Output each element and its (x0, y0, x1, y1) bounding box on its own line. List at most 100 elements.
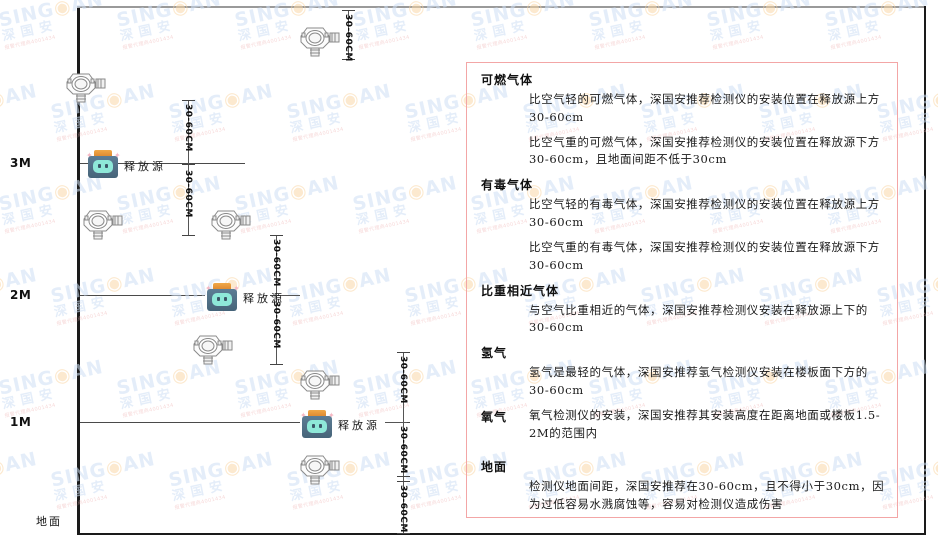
dimension-label: 30-60CM (183, 104, 193, 152)
dimension-label: 30-60CM (271, 301, 281, 349)
watermark-red: 报警代理商4001434 (0, 482, 49, 511)
release-source-icon: ✦ ✦ (205, 281, 240, 311)
release-source-label: 释放源 (124, 160, 166, 173)
watermark-brand: SING◉AN (704, 0, 814, 32)
release-source-label: 释放源 (243, 292, 285, 305)
frame-left-wall (77, 6, 80, 535)
gas-detector-icon (297, 450, 343, 486)
watermark-red: 报警代理商4001434 (122, 402, 175, 420)
panel-paragraph: 氧气检测仪的安装，深国安推荐其安装高度在距离地面或楼板1.5-2M的范围内 (529, 407, 881, 440)
watermark-brand: SING◉AN (468, 0, 578, 32)
panel-paragraph: 比空气重的有毒气体，深国安推荐检测仪的安装位置在释放源下方30-60cm (529, 239, 880, 272)
level-label-2m: 2M (10, 288, 32, 302)
gas-detector-icon (80, 205, 126, 241)
level-line-2m (80, 295, 205, 296)
watermark-brand: SING◉AN (166, 447, 276, 492)
watermark-red: 报警代理商4001434 (712, 34, 765, 52)
panel-paragraph: 氢气是最轻的气体，深国安推荐氢气检测仪安装在楼板面下方的30-60cm (529, 365, 868, 397)
upper-dimension-line: 30-60CM 30-60CM (180, 100, 220, 236)
watermark-red: 报警代理商4001434 (56, 494, 109, 512)
watermark-brand: SING◉AN (0, 355, 106, 400)
watermark-red: 报警代理商4001434 (594, 34, 647, 52)
watermark-cn: 深国安 (354, 201, 414, 229)
panel-section-title: 氢气 (481, 346, 508, 361)
gas-detector-icon (190, 330, 236, 366)
watermark-brand: SING◉AN (0, 0, 106, 32)
frame-ceiling (77, 6, 926, 8)
watermark-cn: 深国安 (170, 477, 230, 505)
panel-section-flammable: 可燃气体比空气轻的可燃气体，深国安推荐检测仪的安装位置在释放源上方30-60cm… (481, 71, 885, 169)
dimension-label: 30-60CM (183, 170, 193, 218)
panel-paragraph: 比空气轻的有毒气体，深国安推荐检测仪的安装位置在释放源上方30-60cm (529, 197, 880, 230)
watermark-cn: 深国安 (826, 17, 886, 45)
watermark-cn: 深国安 (590, 17, 650, 45)
watermark-brand: SING◉AN (586, 0, 696, 32)
gas-detector-icon (297, 22, 343, 58)
dimension-label: 30-60CM (398, 356, 408, 404)
panel-section-body: 氧气检测仪的安装，深国安推荐其安装高度在距离地面或楼板1.5-2M的范围内 (529, 407, 885, 443)
watermark-red: 报警代理商4001434 (292, 494, 345, 512)
watermark-cn: 深国安 (0, 385, 60, 413)
watermark-cn: 深国安 (0, 17, 60, 45)
top-dimension-line: 30-60CM (340, 10, 380, 62)
level-label-1m: 1M (10, 415, 32, 429)
dimension-label: 30-60CM (271, 239, 281, 287)
leader-line-2m (276, 295, 300, 296)
watermark-red: 报警代理商4001434 (0, 298, 49, 327)
watermark-red: 报警代理商4001434 (476, 34, 529, 52)
guidance-panel: 可燃气体比空气轻的可燃气体，深国安推荐检测仪的安装位置在释放源上方30-60cm… (466, 62, 898, 518)
panel-section-toxic: 有毒气体比空气轻的有毒气体，深国安推荐检测仪的安装位置在释放源上方30-60cm… (481, 176, 885, 274)
watermark-cn: 深国安 (472, 17, 532, 45)
panel-paragraph: 比空气轻的可燃气体，深国安推荐检测仪的安装位置在释放源上方30-60cm (529, 92, 880, 124)
gas-detector-icon (208, 205, 254, 241)
watermark-red: 报警代理商4001434 (0, 114, 49, 143)
release-source-icon: ✦ ✦ (86, 148, 121, 178)
watermark-cn: 深国安 (0, 467, 48, 505)
panel-paragraph: 比空气重的可燃气体，深国安推荐检测仪的安装位置在释放源下方30-60cm，且地面… (529, 134, 880, 167)
frame-ground (77, 533, 926, 535)
panel-section-title: 地面 (481, 460, 508, 475)
watermark-red: 报警代理商4001434 (122, 34, 175, 52)
watermark-cn: 深国安 (52, 109, 112, 137)
watermark-brand: SING◉AN (350, 171, 460, 216)
watermark-red: 报警代理商4001434 (4, 34, 57, 52)
watermark-cn: 深国安 (0, 99, 48, 137)
watermark-cn: 深国安 (708, 17, 768, 45)
panel-section-similar-density: 比重相近气体 与空气比重相近的气体，深国安推荐检测仪安装在释放源上下的30-60c… (481, 282, 885, 338)
frame-right-wall (924, 6, 926, 535)
dimension-label: 30-60CM (398, 426, 408, 474)
watermark-brand: SING◉AN (0, 79, 40, 112)
watermark-red: 报警代理商4001434 (56, 310, 109, 328)
watermark-cn: 深国安 (118, 17, 178, 45)
panel-section-hydrogen: 氢气氢气是最轻的气体，深国安推荐氢气检测仪安装在楼板面下方的30-60cm (481, 344, 885, 400)
watermark-red: 报警代理商4001434 (240, 218, 293, 236)
panel-section-title: 可燃气体 (481, 73, 534, 87)
dimension-label: 30-60CM (343, 14, 353, 62)
watermark-brand: SING◉AN (284, 79, 394, 124)
release-source-label: 释放源 (338, 419, 380, 432)
level-label-3m: 3M (10, 156, 32, 170)
watermark-red: 报警代理商4001434 (292, 126, 345, 144)
watermark-red: 报警代理商4001434 (56, 126, 109, 144)
panel-section-oxygen: 氧气 氧气检测仪的安装，深国安推荐其安装高度在距离地面或楼板1.5-2M的范围内 (481, 407, 885, 443)
panel-paragraph: 与空气比重相近的气体，深国安推荐检测仪安装在释放源上下的30-60cm (529, 302, 868, 335)
watermark-red: 报警代理商4001434 (174, 494, 227, 512)
panel-section-title: 有毒气体 (481, 178, 534, 193)
watermark-cn: 深国安 (52, 293, 112, 321)
gas-detector-icon (297, 365, 343, 401)
watermark-red: 报警代理商4001434 (292, 310, 345, 328)
release-source-icon: ✦ ✦ (300, 408, 335, 438)
level-line-3m (80, 163, 245, 164)
watermark-brand: SING◉AN (48, 263, 158, 308)
watermark-cn: 深国安 (118, 385, 178, 413)
lower-dimension-line: 30-60CM 30-60CM 30-60CM (395, 352, 435, 534)
gas-detector-icon (63, 68, 109, 104)
watermark-brand: SING◉AN (822, 0, 932, 32)
